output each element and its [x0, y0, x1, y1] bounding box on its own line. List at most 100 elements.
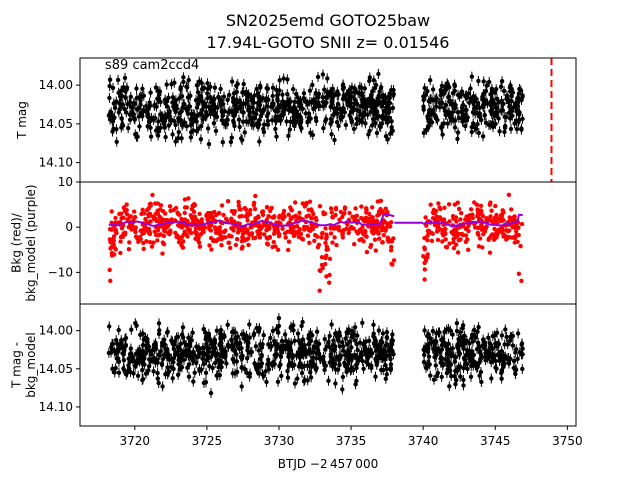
- data-point: [313, 339, 319, 344]
- data-point: [247, 335, 252, 340]
- data-point: [442, 205, 447, 210]
- data-point: [248, 117, 254, 122]
- data-point: [174, 106, 179, 111]
- data-point: [431, 210, 436, 216]
- data-point: [302, 227, 307, 232]
- panel-top: 14.00 14.05 14.10 T mag: [15, 68, 525, 170]
- data-point: [340, 106, 346, 111]
- data-point: [130, 105, 135, 111]
- data-point: [216, 94, 221, 100]
- data-point: [210, 215, 216, 220]
- data-point: [189, 354, 194, 360]
- data-point: [139, 211, 144, 217]
- data-point: [465, 237, 470, 242]
- data-point: [294, 91, 299, 97]
- data-point: [228, 139, 234, 145]
- data-point: [153, 128, 159, 133]
- data-point: [123, 95, 128, 101]
- data-point: [355, 347, 360, 353]
- data-point: [340, 232, 345, 237]
- data-point: [515, 331, 521, 336]
- data-point: [113, 215, 118, 221]
- data-point: [479, 227, 484, 232]
- data-point: [164, 330, 170, 335]
- data-point: [298, 114, 303, 120]
- panel-middle: 10 0 −10 Bkg (red)/bkg_model (purple): [9, 175, 525, 302]
- data-point: [478, 208, 484, 213]
- data-point: [323, 255, 328, 261]
- data-point: [236, 117, 242, 122]
- data-point: [453, 242, 459, 247]
- data-point: [372, 237, 378, 242]
- data-point: [476, 130, 481, 136]
- data-point: [497, 129, 502, 134]
- data-point: [452, 202, 458, 207]
- data-point: [147, 231, 153, 236]
- data-point: [264, 241, 270, 246]
- data-point: [316, 95, 321, 100]
- data-point: [390, 332, 395, 337]
- y-tick-label: −10: [48, 265, 73, 279]
- data-point: [156, 380, 161, 386]
- data-point: [328, 206, 334, 211]
- data-point: [498, 227, 503, 232]
- data-point: [122, 106, 127, 112]
- data-point: [111, 126, 116, 131]
- data-point: [140, 349, 146, 354]
- data-point: [476, 78, 481, 84]
- data-point: [519, 126, 524, 131]
- data-point: [134, 360, 140, 365]
- data-point: [254, 107, 260, 112]
- data-point: [467, 213, 472, 218]
- data-point: [161, 341, 166, 346]
- data-point: [453, 234, 458, 240]
- data-point: [205, 86, 211, 92]
- data-point: [502, 114, 507, 120]
- data-point: [373, 248, 378, 253]
- data-point: [215, 237, 221, 242]
- data-point: [335, 89, 340, 94]
- data-point: [357, 340, 363, 345]
- data-point: [357, 84, 363, 90]
- data-point: [152, 103, 157, 109]
- data-point: [286, 247, 291, 253]
- data-point: [153, 85, 159, 90]
- data-point: [347, 339, 353, 344]
- data-point: [237, 214, 242, 219]
- data-point: [111, 116, 116, 121]
- data-point: [206, 335, 212, 340]
- data-point: [129, 327, 134, 332]
- data-point: [330, 240, 335, 245]
- data-point: [254, 111, 259, 117]
- data-point: [438, 206, 443, 212]
- data-point: [247, 322, 252, 327]
- data-point: [181, 79, 186, 85]
- data-point: [313, 91, 319, 96]
- data-point: [146, 344, 152, 349]
- data-point: [376, 71, 381, 77]
- data-point: [179, 136, 184, 141]
- data-point: [340, 374, 346, 380]
- data-point: [197, 244, 203, 249]
- data-point: [380, 331, 386, 336]
- data-point: [303, 111, 308, 116]
- data-point: [452, 105, 457, 110]
- data-point: [166, 352, 172, 358]
- data-point: [215, 372, 220, 378]
- data-point: [389, 244, 394, 250]
- data-point: [477, 236, 483, 241]
- data-point: [360, 358, 365, 364]
- data-point: [324, 236, 329, 241]
- data-point: [374, 362, 379, 368]
- data-point: [365, 356, 370, 361]
- data-point: [182, 101, 187, 107]
- data-point: [370, 351, 375, 356]
- data-point: [225, 97, 230, 103]
- data-point: [278, 221, 283, 226]
- data-point: [309, 207, 314, 212]
- data-point: [265, 226, 270, 231]
- data-point: [251, 333, 256, 338]
- data-point: [234, 352, 239, 357]
- data-point: [422, 348, 427, 353]
